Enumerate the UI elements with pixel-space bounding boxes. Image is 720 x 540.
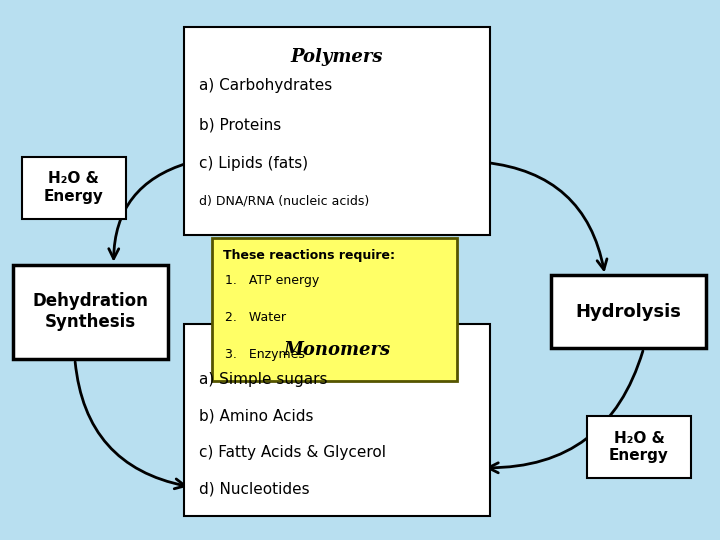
Text: a) Carbohydrates: a) Carbohydrates [199, 78, 333, 93]
Text: H₂O &
Energy: H₂O & Energy [609, 431, 669, 463]
Text: H₂O &
Energy: H₂O & Energy [44, 172, 104, 204]
FancyBboxPatch shape [212, 238, 457, 381]
Text: b) Amino Acids: b) Amino Acids [199, 408, 314, 423]
FancyBboxPatch shape [22, 157, 126, 219]
Text: c) Fatty Acids & Glycerol: c) Fatty Acids & Glycerol [199, 445, 387, 460]
Text: 2.   Water: 2. Water [225, 311, 287, 324]
Text: 3.   Enzymes: 3. Enzymes [225, 348, 305, 361]
FancyBboxPatch shape [587, 416, 691, 478]
Text: 1.   ATP energy: 1. ATP energy [225, 274, 320, 287]
Text: d) DNA/RNA (nucleic acids): d) DNA/RNA (nucleic acids) [199, 195, 369, 208]
Text: a) Simple sugars: a) Simple sugars [199, 372, 328, 387]
Text: Polymers: Polymers [290, 48, 383, 65]
Text: These reactions require:: These reactions require: [223, 249, 395, 262]
FancyBboxPatch shape [13, 265, 168, 359]
Text: b) Proteins: b) Proteins [199, 117, 282, 132]
FancyBboxPatch shape [551, 275, 706, 348]
Text: Dehydration
Synthesis: Dehydration Synthesis [32, 293, 148, 331]
Text: Monomers: Monomers [283, 341, 390, 359]
Text: Hydrolysis: Hydrolysis [575, 303, 681, 321]
FancyBboxPatch shape [184, 324, 490, 516]
Text: d) Nucleotides: d) Nucleotides [199, 482, 310, 497]
Text: c) Lipids (fats): c) Lipids (fats) [199, 156, 309, 171]
FancyBboxPatch shape [184, 27, 490, 235]
